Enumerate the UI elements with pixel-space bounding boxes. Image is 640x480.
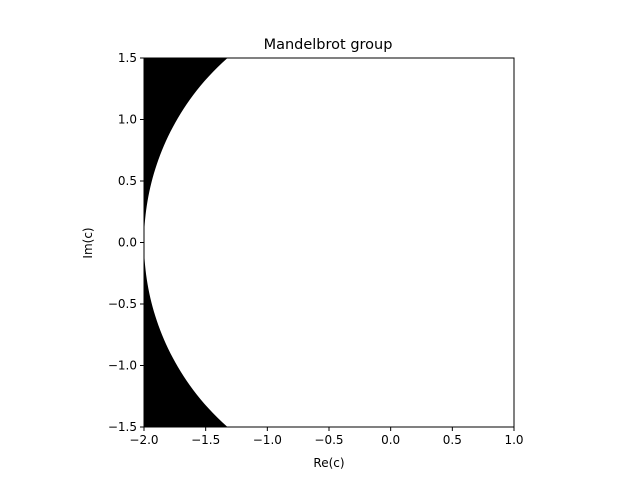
y-tick-label: 1.5 [118, 51, 137, 65]
y-tick-label: 0.0 [118, 236, 137, 250]
x-tick-label: 0.0 [381, 433, 400, 447]
y-axis: −1.5 −1.0 −0.5 0.0 0.5 1.0 1.5 [108, 51, 144, 434]
x-axis: −2.0 −1.5 −1.0 −0.5 0.0 0.5 1.0 [129, 427, 524, 447]
y-tick-label: 0.5 [118, 174, 137, 188]
y-axis-label: Im(c) [81, 227, 95, 258]
x-tick-label: −0.5 [314, 433, 343, 447]
y-tick-label: −1.5 [108, 420, 137, 434]
x-tick-label: −1.5 [191, 433, 220, 447]
filled-region [144, 58, 228, 427]
axes-frame [143, 57, 515, 428]
chart-title: Mandelbrot group [264, 37, 393, 53]
y-tick-label: −1.0 [108, 359, 137, 373]
x-tick-label: 0.5 [443, 433, 462, 447]
x-tick-label: −1.0 [253, 433, 282, 447]
y-tick-label: −0.5 [108, 297, 137, 311]
plot-area [144, 58, 228, 427]
x-tick-label: 1.0 [504, 433, 523, 447]
x-tick-label: −2.0 [129, 433, 158, 447]
x-axis-label: Re(c) [313, 456, 344, 470]
y-tick-label: 1.0 [118, 113, 137, 127]
